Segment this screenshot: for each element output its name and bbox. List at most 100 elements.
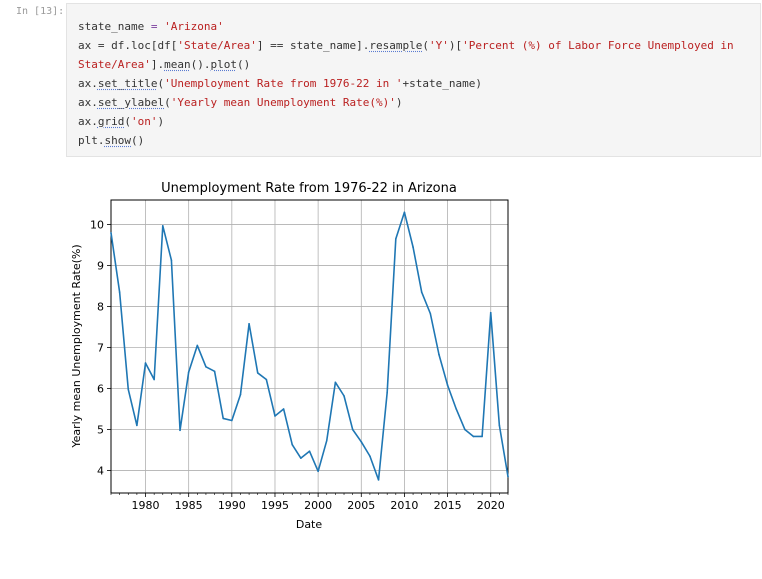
data-point <box>256 372 259 374</box>
y-tick-label: 4 <box>97 464 104 477</box>
code-function: set_ylabel <box>97 96 165 109</box>
code-token: ax. <box>78 115 98 128</box>
code-cell[interactable]: state_name = 'Arizona' ax = df.loc[df['St… <box>66 3 761 157</box>
data-point <box>438 353 440 356</box>
data-point <box>161 225 164 227</box>
x-tick-label: 1980 <box>132 499 160 512</box>
chart-title: Unemployment Rate from 1976-22 in Arizon… <box>161 181 457 196</box>
series-line <box>110 211 509 481</box>
data-point <box>222 417 224 420</box>
code-token: ]. <box>150 58 165 71</box>
y-tick-label: 5 <box>97 423 104 436</box>
data-point <box>274 415 276 417</box>
y-axis: 4 5 6 7 8 9 10 <box>90 219 111 477</box>
grid-lines <box>111 200 508 493</box>
code-line: ax = df.loc[df['State/Area'] == state_na… <box>78 36 734 55</box>
code-string: 'Arizona' <box>164 20 224 33</box>
code-token: +state_name) <box>402 77 483 90</box>
line-chart: Unemployment Rate from 1976-22 in Arizon… <box>70 181 509 531</box>
code-token: (). <box>190 58 211 71</box>
data-point <box>213 370 216 373</box>
data-point <box>507 475 509 478</box>
code-string: 'Y' <box>429 39 449 52</box>
code-token: ] == state_name]. <box>256 39 370 52</box>
x-tick-label: 2015 <box>434 499 462 512</box>
data-point <box>248 322 250 325</box>
code-token: () <box>236 58 251 71</box>
data-point <box>455 408 458 410</box>
data-point <box>446 384 449 387</box>
code-token: = <box>144 20 165 33</box>
data-point <box>420 291 423 294</box>
code-token: )[ <box>448 39 463 52</box>
y-tick-label: 7 <box>97 342 104 355</box>
data-point <box>187 371 190 373</box>
data-point <box>481 435 483 438</box>
code-token: ( <box>157 77 165 90</box>
data-point <box>343 395 345 397</box>
data-point <box>144 362 147 364</box>
data-point <box>136 424 138 427</box>
x-tick-label: 2010 <box>390 499 418 512</box>
code-string: State/Area' <box>78 58 151 71</box>
code-string: 'on' <box>131 115 158 128</box>
code-string: 'Percent (%) of Labor Force Unemployed i… <box>462 39 734 52</box>
y-tick-label: 8 <box>97 301 104 314</box>
data-point <box>377 479 380 481</box>
code-string: 'Yearly mean Unemployment Rate(%)' <box>170 96 396 109</box>
code-string: 'Unemployment Rate from 1976-22 in ' <box>164 77 403 90</box>
code-line: State/Area'].mean().plot() <box>78 55 734 74</box>
data-point <box>291 443 294 446</box>
code-token: state_name <box>78 20 145 33</box>
data-point <box>412 246 414 248</box>
y-tick-label: 6 <box>97 383 104 396</box>
data-point <box>282 408 285 410</box>
data-points <box>110 211 509 481</box>
code-line: state_name = 'Arizona' <box>78 17 734 36</box>
code-function: grid <box>97 115 125 128</box>
code-line: ax.set_ylabel('Yearly mean Unemployment … <box>78 93 734 112</box>
y-tick-label: 9 <box>97 260 104 273</box>
code-editor[interactable]: state_name = 'Arizona' ax = df.loc[df['St… <box>78 17 734 150</box>
data-point <box>300 457 302 459</box>
code-token: () <box>131 134 145 147</box>
y-tick-label: 10 <box>90 219 104 232</box>
code-line: ax.grid('on') <box>78 112 734 131</box>
code-function: mean <box>164 58 191 71</box>
code-function: set_title <box>97 77 158 90</box>
data-point <box>489 311 492 314</box>
data-point <box>170 259 173 262</box>
data-point <box>239 393 242 396</box>
data-point <box>127 388 130 391</box>
code-token: ( <box>124 115 131 128</box>
data-point <box>196 344 199 347</box>
data-point <box>369 455 371 457</box>
x-tick-label: 1985 <box>175 499 203 512</box>
x-axis: 1980 1985 1990 1995 2000 2005 2010 2015 2020 <box>110 493 509 512</box>
code-token: ( <box>164 96 171 109</box>
data-point <box>153 378 155 381</box>
data-point <box>231 419 233 422</box>
x-tick-label: 1990 <box>218 499 246 512</box>
data-point <box>429 312 432 315</box>
x-tick-label: 2005 <box>347 499 375 512</box>
code-function: show <box>104 134 132 147</box>
code-string: 'State/Area' <box>177 39 257 52</box>
x-tick-label: 2020 <box>477 499 505 512</box>
cell-prompt: In [13]: <box>16 6 65 17</box>
code-line: ax.set_title('Unemployment Rate from 197… <box>78 74 734 93</box>
code-token: ax. <box>78 96 98 109</box>
data-point <box>386 391 388 394</box>
data-point <box>308 450 311 453</box>
data-point <box>351 428 354 431</box>
code-token: ( <box>422 39 430 52</box>
data-point <box>360 440 363 443</box>
data-point <box>118 291 121 294</box>
data-point <box>110 231 112 234</box>
code-token: ) <box>157 115 165 128</box>
x-tick-label: 2000 <box>304 499 332 512</box>
x-tick-label: 1995 <box>261 499 289 512</box>
data-point <box>464 428 466 431</box>
data-point <box>205 365 207 368</box>
data-point <box>179 429 181 432</box>
